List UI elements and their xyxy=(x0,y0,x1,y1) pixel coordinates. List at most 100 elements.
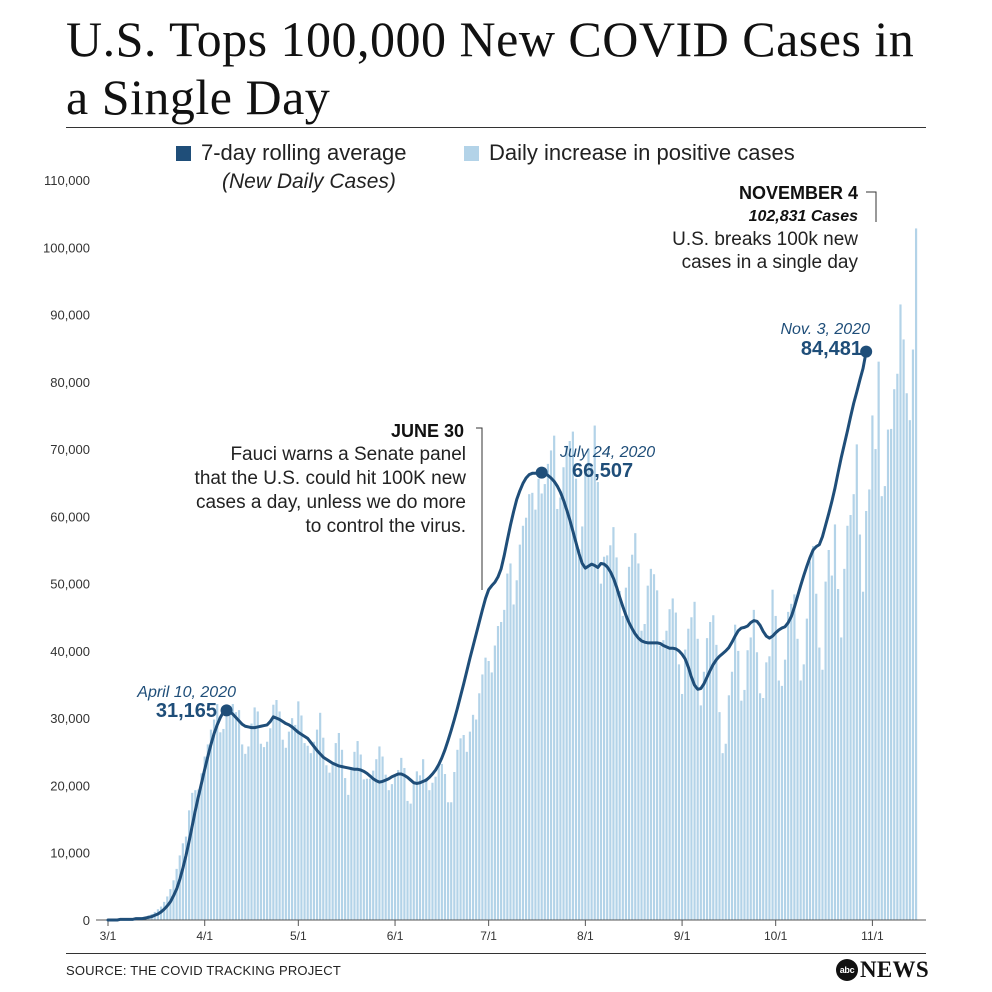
daily-bar xyxy=(222,728,225,920)
daily-bar xyxy=(278,711,281,920)
daily-bar xyxy=(325,765,328,920)
daily-bar xyxy=(512,604,515,920)
april-peak-dot xyxy=(220,704,233,717)
daily-bar xyxy=(559,497,562,920)
daily-bar xyxy=(846,525,849,920)
daily-bar xyxy=(671,598,674,920)
daily-bar xyxy=(646,585,649,920)
daily-bar xyxy=(244,753,247,920)
daily-bar xyxy=(381,756,384,920)
daily-bar xyxy=(777,680,780,920)
daily-bar xyxy=(475,719,478,920)
daily-bar xyxy=(914,228,918,920)
daily-bar xyxy=(412,784,415,920)
daily-bar xyxy=(418,775,422,920)
daily-bar xyxy=(656,590,659,920)
y-tick-label: 80,000 xyxy=(50,375,90,390)
daily-bar xyxy=(899,304,902,920)
daily-bar xyxy=(727,695,730,920)
june30-leader-line xyxy=(476,427,483,590)
rolling-average-line xyxy=(106,350,868,922)
daily-bar xyxy=(350,769,353,920)
nov4-heading: NOVEMBER 4 xyxy=(739,183,858,203)
daily-bar xyxy=(206,744,209,920)
daily-bar xyxy=(191,792,194,920)
daily-bar xyxy=(471,714,475,920)
daily-bar xyxy=(378,746,381,920)
daily-bar xyxy=(787,611,790,920)
y-tick-label: 60,000 xyxy=(50,509,90,524)
daily-bar xyxy=(524,517,528,920)
daily-bar xyxy=(356,741,359,920)
july-peak-date: July 24, 2020 xyxy=(559,444,655,461)
daily-bar xyxy=(368,778,372,920)
x-tick-label: 11/1 xyxy=(861,929,884,943)
daily-bar xyxy=(649,568,652,920)
daily-bar xyxy=(549,450,553,920)
daily-bar xyxy=(397,769,400,920)
daily-bar xyxy=(250,723,253,920)
daily-bar xyxy=(266,741,269,920)
x-tick-label: 6/1 xyxy=(387,929,404,943)
x-tick-label: 9/1 xyxy=(674,929,691,943)
daily-bar xyxy=(612,527,615,920)
daily-bar xyxy=(290,718,294,920)
daily-bar xyxy=(509,563,512,920)
june30-line-1: Fauci warns a Senate panel xyxy=(230,444,466,465)
daily-bar xyxy=(340,749,344,920)
daily-bar xyxy=(852,494,855,920)
daily-bar xyxy=(709,621,712,920)
daily-bar xyxy=(281,739,284,920)
daily-bar xyxy=(315,729,319,920)
daily-bar xyxy=(178,855,181,920)
nov4-leader-line xyxy=(866,191,877,222)
daily-bar xyxy=(166,896,169,920)
daily-bar xyxy=(506,573,509,920)
y-tick-label: 90,000 xyxy=(50,308,90,323)
title-divider xyxy=(66,127,926,128)
daily-bar xyxy=(259,743,262,920)
daily-bar xyxy=(312,741,316,920)
daily-bar xyxy=(450,802,453,920)
daily-bar xyxy=(365,778,369,920)
daily-bar xyxy=(528,494,531,920)
daily-bar xyxy=(459,738,462,920)
daily-bar xyxy=(440,763,443,920)
source-note: SOURCE: THE COVID TRACKING PROJECT xyxy=(66,963,342,978)
daily-cases-bars xyxy=(116,228,918,921)
x-axis: 3/1 4/1 5/1 6/1 7/1 8/1 9/1 10/1 11/1 xyxy=(96,919,926,943)
nov3-value: 84,481 xyxy=(801,338,862,360)
daily-bar xyxy=(737,650,740,920)
july-peak-dot xyxy=(535,466,548,479)
daily-bar xyxy=(743,689,746,920)
daily-bar xyxy=(615,557,618,920)
y-tick-label: 10,000 xyxy=(50,846,90,861)
daily-bar xyxy=(553,435,556,920)
daily-bar xyxy=(400,757,403,920)
daily-bar xyxy=(216,704,219,920)
daily-bar xyxy=(262,747,266,920)
daily-bar xyxy=(294,724,297,920)
daily-bar xyxy=(515,580,518,920)
daily-bar xyxy=(833,524,837,920)
daily-bar xyxy=(606,555,609,920)
x-tick-label: 10/1 xyxy=(764,929,788,943)
abc-logo-mark: abc xyxy=(836,959,858,981)
daily-bar xyxy=(621,615,624,920)
daily-bar xyxy=(496,626,500,920)
april-peak-value: 31,165 xyxy=(156,700,217,722)
legend-swatch-average xyxy=(176,145,191,161)
daily-bar xyxy=(668,609,671,920)
daily-bar xyxy=(390,784,394,920)
daily-bar xyxy=(571,431,574,920)
daily-bar xyxy=(584,473,587,920)
daily-bar xyxy=(718,712,721,920)
daily-bar xyxy=(696,638,699,920)
daily-bar xyxy=(493,645,496,920)
daily-bar xyxy=(905,393,908,920)
daily-bar xyxy=(768,656,771,920)
daily-bar xyxy=(531,492,534,920)
daily-bar xyxy=(487,661,490,920)
daily-bar xyxy=(662,640,665,920)
daily-bar xyxy=(568,441,571,920)
